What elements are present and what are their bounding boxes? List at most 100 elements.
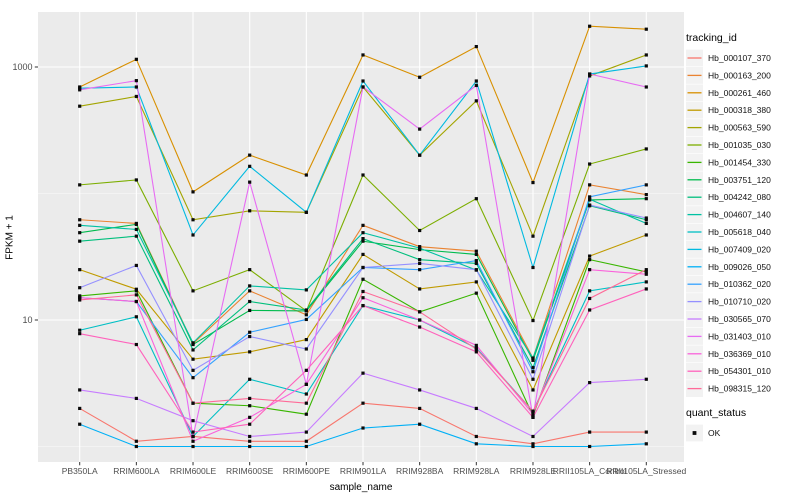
data-point [418,261,422,266]
data-point [78,104,82,108]
data-point [248,396,252,401]
data-point [78,86,82,90]
data-point [191,430,195,434]
data-point [78,268,82,272]
data-point [531,234,535,238]
data-point [134,299,138,304]
data-point [474,280,478,284]
x-tick-label: RRIM928LE [510,466,557,476]
data-point [191,190,195,194]
legend-item-label: Hb_005618_040 [708,227,771,237]
data-point [304,337,308,342]
data-point [588,162,592,166]
data-point [134,315,138,319]
y-tick-label: 10 [22,315,32,325]
data-point [78,183,82,187]
data-point [361,237,365,241]
legend-item-label: Hb_054301_010 [708,366,771,376]
legend-key-point [692,431,697,435]
data-point [644,272,648,276]
data-point [644,64,648,68]
data-point [644,377,648,381]
legend-item-label: Hb_010362_020 [708,279,771,289]
data-point [644,85,648,89]
x-tick-label: RRII105LA_Stressed [606,466,686,476]
data-point [418,287,422,291]
data-point [191,348,195,352]
data-point [418,127,422,131]
legend-title-quant-status: quant_status [686,407,746,419]
data-point [361,231,365,235]
data-point [474,347,478,351]
data-point [531,409,535,413]
data-point [531,180,535,185]
data-point [588,203,592,207]
data-point [361,277,365,281]
data-point [134,342,138,347]
data-point [134,439,138,443]
data-point [304,444,308,449]
x-tick-label: PB350LA [62,466,98,476]
legend-item-Hb_000563_590: Hb_000563_590 [686,119,771,136]
data-point [304,317,308,322]
data-point [134,94,138,99]
legend-item-Hb_031403_010: Hb_031403_010 [686,328,771,345]
legend-item-label: Hb_000318_380 [708,105,771,115]
data-point [644,183,648,187]
legend-item-label: Hb_098315_120 [708,384,771,394]
data-point [361,252,365,257]
legend-item-label: Hb_000163_200 [708,70,771,80]
data-point [248,153,252,157]
legend-item-label: Hb_004607_140 [708,210,771,220]
data-point [361,289,365,294]
data-point [588,183,592,187]
data-point [644,268,648,272]
data-point [644,197,648,201]
data-point [304,313,308,317]
x-tick-label: RRIM928LA [453,466,500,476]
data-point [418,318,422,322]
data-point [474,434,478,439]
legend-item-Hb_009026_050: Hb_009026_050 [686,258,771,276]
data-point [361,371,365,375]
data-point [78,388,82,392]
y-tick-label: 1000 [12,62,32,72]
legend-item-label: Hb_000563_590 [708,123,771,133]
data-point [644,287,648,291]
data-point [304,368,308,372]
data-point [361,239,365,243]
data-point [304,382,308,386]
data-point [644,27,648,31]
data-point [191,357,195,361]
data-point [531,265,535,270]
data-point [644,218,648,222]
data-point [474,268,478,272]
data-point [248,434,252,439]
data-point [644,147,648,151]
data-point [531,318,535,323]
legend-item-Hb_054301_010: Hb_054301_010 [686,362,771,380]
data-point [644,280,648,284]
data-point [474,350,478,354]
data-point [418,268,422,272]
legend-item-Hb_036369_010: Hb_036369_010 [686,345,771,363]
data-point [474,258,478,263]
data-point [361,173,365,177]
data-point [248,350,252,354]
data-point [418,246,422,250]
y-axis-title: FPKM + 1 [4,215,16,260]
data-point [248,180,252,184]
data-point [531,366,535,370]
legend-title-tracking-id: tracking_id [686,32,737,44]
data-point [191,289,195,293]
data-point [248,308,252,313]
data-point [644,233,648,237]
data-point [134,85,138,89]
data-point [588,258,592,262]
x-tick-label: RRIM600SE [226,466,274,476]
x-tick-label: RRIM600LA [113,466,160,476]
data-point [474,406,478,411]
data-point [78,406,82,411]
